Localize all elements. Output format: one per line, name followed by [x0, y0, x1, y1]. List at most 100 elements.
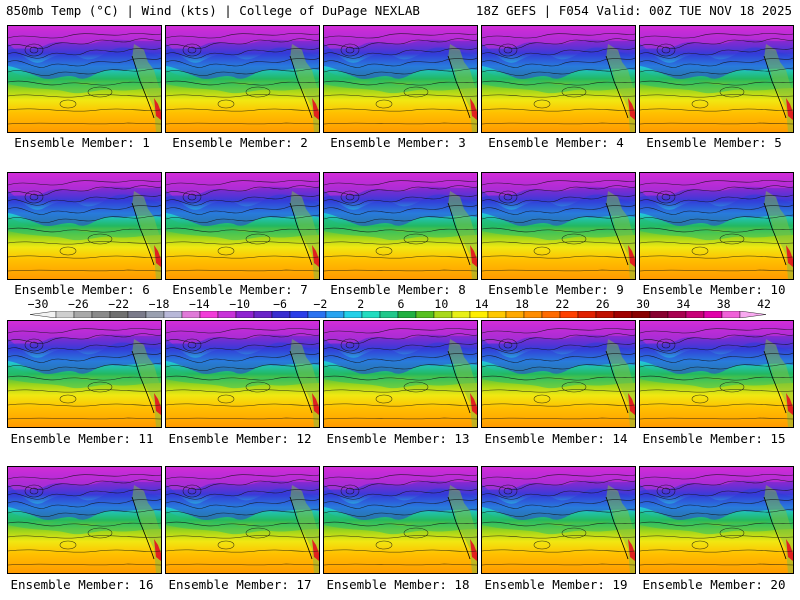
colorbar-tick-label: 38 [716, 297, 731, 311]
temperature-colorbar [30, 311, 766, 318]
colorbar-segment [613, 311, 633, 318]
colorbar-segment [685, 311, 705, 318]
colorbar-segment [379, 311, 399, 318]
colorbar-segment [721, 311, 741, 318]
colorbar-tick-label: −6 [273, 297, 287, 311]
colorbar-tick-label: −10 [229, 297, 251, 311]
colorbar-tick-label: −14 [188, 297, 210, 311]
ensemble-member-17-map [165, 466, 320, 574]
colorbar-segment [559, 311, 579, 318]
member-label: Ensemble Member: 18 [326, 577, 470, 592]
member-label: Ensemble Member: 1 [14, 135, 150, 150]
ensemble-member-15-map [639, 320, 794, 428]
member-label: Ensemble Member: 5 [646, 135, 782, 150]
colorbar-segment [163, 311, 183, 318]
colorbar-tick-label: 42 [757, 297, 771, 311]
member-label: Ensemble Member: 16 [10, 577, 154, 592]
member-label: Ensemble Member: 17 [168, 577, 312, 592]
colorbar-segment [343, 311, 363, 318]
colorbar-segment [487, 311, 507, 318]
member-label: Ensemble Member: 6 [14, 282, 150, 297]
colorbar-segment [55, 311, 75, 318]
member-label: Ensemble Member: 9 [488, 282, 624, 297]
colorbar-segment [30, 311, 57, 318]
colorbar-segment [523, 311, 543, 318]
colorbar-segment [397, 311, 417, 318]
ensemble-member-3-map [323, 25, 478, 133]
ensemble-member-14-map [481, 320, 636, 428]
ensemble-member-2-map [165, 25, 320, 133]
colorbar-tick-label: −26 [67, 297, 89, 311]
colorbar-tick-label: −2 [313, 297, 328, 311]
member-label: Ensemble Member: 13 [326, 431, 470, 446]
member-label: Ensemble Member: 14 [484, 431, 628, 446]
colorbar-segment [595, 311, 615, 318]
ensemble-member-11-map [7, 320, 162, 428]
colorbar-segment [739, 311, 766, 318]
member-label: Ensemble Member: 19 [484, 577, 628, 592]
ensemble-member-9-map [481, 172, 636, 280]
colorbar-tick-label: −22 [108, 297, 130, 311]
colorbar-segment [415, 311, 435, 318]
member-label: Ensemble Member: 20 [642, 577, 786, 592]
colorbar-segment [469, 311, 489, 318]
colorbar-tick-label: 6 [397, 297, 405, 311]
colorbar-segment [667, 311, 687, 318]
ensemble-member-10-map [639, 172, 794, 280]
colorbar-segment [649, 311, 669, 318]
ensemble-member-5-map [639, 25, 794, 133]
colorbar-tick-label: −30 [27, 297, 49, 311]
member-label: Ensemble Member: 10 [642, 282, 786, 297]
map-title: 850mb Temp (°C) | Wind (kts) | College o… [6, 3, 420, 18]
colorbar-tick-label: 10 [434, 297, 449, 311]
colorbar-segment [577, 311, 597, 318]
colorbar-segment [307, 311, 327, 318]
colorbar-segment [127, 311, 147, 318]
colorbar-segment [73, 311, 93, 318]
colorbar-tick-label: 34 [676, 297, 691, 311]
colorbar-segment [505, 311, 525, 318]
colorbar-segment [91, 311, 111, 318]
ensemble-member-8-map [323, 172, 478, 280]
ensemble-member-19-map [481, 466, 636, 574]
colorbar-tick-label: 30 [636, 297, 650, 311]
colorbar-segment [703, 311, 723, 318]
colorbar-tick-label: 26 [595, 297, 610, 311]
colorbar-segment [109, 311, 129, 318]
colorbar-segment [631, 311, 651, 318]
ensemble-member-7-map [165, 172, 320, 280]
ensemble-member-12-map [165, 320, 320, 428]
colorbar-labels: −30 −26 −22 −18 −14 −10 −6 −2 2 6 10 14 18 22 26 30 34 38… [0, 297, 800, 311]
model-run-info: 18Z GEFS | F054 Valid: 00Z TUE NOV 18 20… [475, 3, 792, 18]
colorbar-segment [451, 311, 471, 318]
colorbar-segment [325, 311, 345, 318]
colorbar-segment [235, 311, 255, 318]
member-label: Ensemble Member: 12 [168, 431, 312, 446]
colorbar-segment [541, 311, 561, 318]
member-label: Ensemble Member: 3 [330, 135, 466, 150]
colorbar-segment [433, 311, 453, 318]
ensemble-member-18-map [323, 466, 478, 574]
colorbar-segment [253, 311, 273, 318]
colorbar-tick-label: 18 [515, 297, 529, 311]
ensemble-member-4-map [481, 25, 636, 133]
ensemble-member-13-map [323, 320, 478, 428]
colorbar-tick-label: 2 [357, 297, 365, 311]
colorbar-segment [361, 311, 381, 318]
colorbar-segment [271, 311, 291, 318]
member-label: Ensemble Member: 4 [488, 135, 624, 150]
member-label: Ensemble Member: 7 [172, 282, 308, 297]
member-label: Ensemble Member: 11 [10, 431, 154, 446]
colorbar-tick-label: 22 [555, 297, 570, 311]
member-label: Ensemble Member: 15 [642, 431, 786, 446]
colorbar-segment [217, 311, 237, 318]
colorbar-segment [199, 311, 219, 318]
ensemble-member-16-map [7, 466, 162, 574]
ensemble-member-6-map [7, 172, 162, 280]
colorbar-segment [145, 311, 165, 318]
colorbar-tick-label: −18 [148, 297, 170, 311]
colorbar-segment [289, 311, 309, 318]
colorbar-tick-label: 14 [474, 297, 489, 311]
ensemble-member-20-map [639, 466, 794, 574]
ensemble-member-1-map [7, 25, 162, 133]
